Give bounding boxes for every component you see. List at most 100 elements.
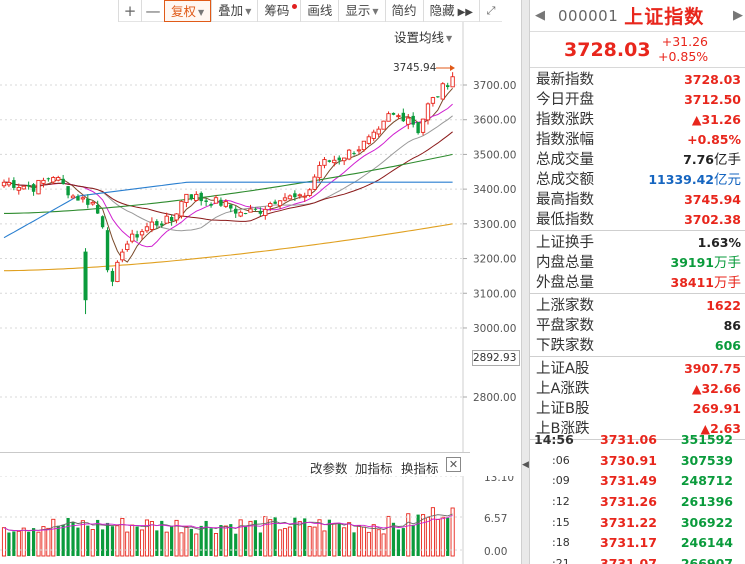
adjust-price-button[interactable]: 复权 ▼ — [164, 0, 212, 22]
quote-row-label: 总成交额 — [536, 172, 594, 188]
candle-body-up — [440, 83, 445, 100]
tick-price: 3731.26 — [600, 494, 657, 510]
quote-row-label: 最高指数 — [536, 192, 594, 208]
volume-bar-up — [268, 519, 273, 557]
volume-bar-down — [135, 526, 139, 556]
tick-row[interactable]: :09 3731.49 248712 — [530, 471, 745, 492]
volume-bar-up — [125, 531, 130, 557]
quote-row-number: +0.85% — [687, 132, 741, 147]
tick-row[interactable]: :21 3731.07 266907 — [530, 554, 745, 564]
tick-vol: 246144 — [680, 535, 733, 551]
volume-bar-down — [110, 526, 115, 556]
kline-chart-pane[interactable]: + — 复权 ▼ 叠加 ▼ 筹码 画线 显示 ▼ 简约 隐藏 ▶▶ ⤢ 设置均线 ▼ 37… — [0, 0, 521, 564]
candle-body-down — [204, 200, 208, 202]
candle-body-down — [352, 152, 356, 154]
volume-bar-down — [258, 532, 262, 556]
close-icon[interactable]: ✕ — [446, 457, 461, 472]
vol-axis-label: 13.10 — [484, 476, 514, 484]
hide-button[interactable]: 隐藏 ▶▶ — [422, 0, 479, 22]
collapse-arrow-icon[interactable]: ◀ — [522, 460, 529, 470]
quote-row-label: 上B涨跌 — [536, 421, 590, 437]
expand-corner-icon: ⤢ — [486, 4, 496, 17]
y-axis-label: 3600.00 — [473, 115, 516, 127]
display-button[interactable]: 显示 ▼ — [338, 0, 384, 22]
volume-bar-down — [352, 532, 356, 556]
volume-bar-up — [184, 526, 189, 557]
tick-time: :18 — [552, 536, 570, 550]
volume-bar-up — [361, 526, 366, 557]
candle-body-down — [337, 157, 341, 161]
candle-body-up — [125, 243, 130, 250]
y-axis-label: 2800.00 — [473, 392, 516, 404]
chart-toolbar: + — 复权 ▼ 叠加 ▼ 筹码 画线 显示 ▼ 简约 隐藏 ▶▶ ⤢ — [118, 0, 502, 22]
simple-mode-button[interactable]: 简约 — [384, 0, 423, 22]
volume-bar-up — [46, 527, 51, 557]
tick-row[interactable]: 14:56 3731.06 351592 — [530, 430, 745, 451]
volume-bar-up — [381, 533, 386, 557]
tick-price: 3731.07 — [600, 556, 657, 564]
quote-row-label: 上涨家数 — [536, 298, 594, 314]
candle-body-down — [219, 199, 223, 206]
quote-row: 上A涨跌 ▲32.66 — [530, 379, 745, 399]
edit-params-button[interactable]: 改参数 — [310, 461, 348, 476]
panel-divider[interactable] — [521, 0, 530, 564]
candle-body-up — [223, 201, 228, 207]
chips-button[interactable]: 筹码 — [257, 0, 300, 22]
candle-body-up — [90, 201, 95, 205]
chips-label: 筹码 — [264, 3, 290, 18]
quote-row-label: 上A涨跌 — [536, 381, 590, 397]
tick-row[interactable]: :12 3731.26 261396 — [530, 492, 745, 513]
zoom-in-button[interactable]: + — [118, 0, 141, 22]
tick-row[interactable]: :18 3731.17 246144 — [530, 533, 745, 554]
volume-bar-up — [430, 507, 435, 557]
overlay-button[interactable]: 叠加 ▼ — [211, 0, 257, 22]
candle-body-up — [297, 194, 302, 197]
plus-icon: + — [123, 2, 137, 20]
add-indicator-button[interactable]: 加指标 — [355, 461, 393, 476]
caret-down-icon: ▼ — [446, 34, 453, 43]
price-grid — [0, 22, 467, 452]
double-chevron-right-icon: ▶▶ — [457, 7, 473, 18]
quote-row: 平盘家数 86 — [530, 316, 745, 336]
volume-chart[interactable]: 13.10 6.57 0.00 — [0, 476, 521, 564]
tick-list[interactable]: 14:56 3731.06 351592:06 3730.91 307539:09 373… — [530, 430, 745, 564]
y-axis-label: 3000.00 — [473, 323, 516, 335]
tick-row[interactable]: :06 3730.91 307539 — [530, 451, 745, 472]
tick-time: :15 — [552, 515, 570, 529]
hide-label: 隐藏 — [429, 3, 455, 18]
zoom-out-button[interactable]: — — [141, 0, 164, 22]
expand-button[interactable]: ⤢ — [478, 0, 502, 22]
price-chart[interactable]: 3700.00 3600.00 3500.00 3400.00 3300.00 3200.… — [0, 0, 521, 452]
volume-bar-down — [243, 526, 248, 556]
quote-row: 上证B股 269.91 — [530, 399, 745, 419]
volume-bar-up — [179, 532, 184, 557]
quote-row-number: 3745.94 — [684, 192, 741, 207]
volume-ma-line — [3, 515, 453, 532]
volume-bar-down — [391, 522, 396, 556]
quote-row: 最低指数 3702.38 — [530, 210, 745, 230]
candle-body-down — [243, 213, 248, 215]
volume-bar-up — [450, 507, 455, 557]
volume-bar-up — [36, 531, 41, 557]
quote-row: 上证A股 3907.75 — [530, 359, 745, 379]
quote-row-label: 今日开盘 — [536, 92, 594, 108]
volume-bar-up — [376, 529, 381, 557]
tick-row[interactable]: :15 3731.22 306922 — [530, 513, 745, 534]
y-axis-label: 3400.00 — [473, 184, 516, 196]
ma5-line — [3, 87, 453, 263]
quote-row: 上证换手 1.63% — [530, 233, 745, 253]
quote-row-label: 下跌家数 — [536, 338, 594, 354]
adjust-price-label: 复权 — [171, 4, 197, 19]
tick-vol: 261396 — [680, 494, 733, 510]
quote-row-number: ▲31.26 — [691, 112, 741, 127]
volume-bar-up — [406, 513, 411, 557]
ma-setting-menu[interactable]: 设置均线 ▼ — [394, 27, 452, 46]
switch-indicator-button[interactable]: 换指标 — [401, 461, 439, 476]
candle-body-down — [76, 196, 80, 201]
volume-bar-up — [297, 521, 302, 557]
draw-line-button[interactable]: 画线 — [300, 0, 338, 22]
volume-bar-down — [396, 529, 400, 556]
prev-stock-icon[interactable]: ◀ — [535, 8, 545, 23]
next-stock-icon[interactable]: ▶ — [733, 8, 743, 23]
high-price-arrowhead — [450, 65, 455, 71]
